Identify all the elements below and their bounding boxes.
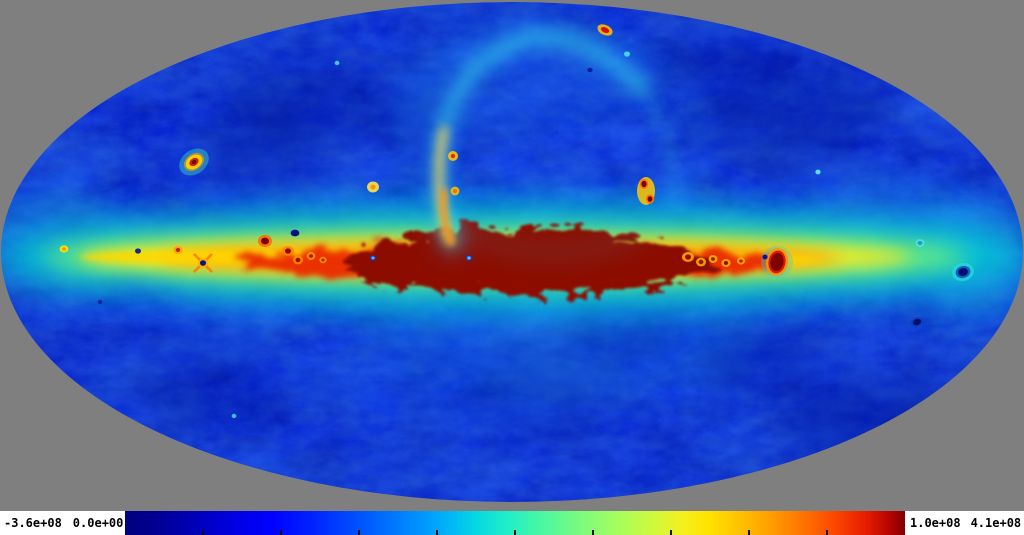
point-sources [59, 24, 974, 419]
colorbar-left-labels: -3.6e+08 0.0e+00 [0, 511, 125, 535]
faint-source [231, 413, 237, 419]
colorbar-tick [358, 530, 360, 535]
dark-source [97, 300, 103, 304]
compact-source [597, 24, 613, 36]
loop-bubble-outline [399, 26, 707, 258]
compact-source [737, 257, 745, 265]
compact-source [319, 256, 327, 264]
compact-source [696, 257, 706, 267]
colorbar-tick [202, 530, 204, 535]
compact-source [708, 255, 718, 263]
colorbar-min-label: -3.6e+08 [4, 516, 62, 530]
compact-source [682, 252, 694, 262]
compact-source [293, 255, 303, 265]
colorbar-tick [748, 530, 750, 535]
north-polar-spur-arc [399, 22, 707, 258]
compact-source [448, 151, 458, 161]
colorbar-max-label: 4.1e+08 [970, 516, 1022, 530]
compact-source [282, 246, 294, 256]
colorbar-tick [514, 530, 516, 535]
colorbar-tick [592, 530, 594, 535]
compact-source [450, 186, 460, 196]
compact-source [646, 194, 654, 204]
colorbar-tick [826, 530, 828, 535]
colorbar-gradient [125, 511, 905, 535]
sky-map-ellipse [1, 2, 1023, 502]
compact-source [639, 179, 649, 189]
ringed-dark-source [952, 262, 974, 282]
ringed-source [915, 239, 925, 247]
masked-pixel [370, 255, 376, 261]
colorbar-row: -3.6e+08 0.0e+00 1.0e+08 4.1e+08 [0, 511, 1024, 535]
compact-source [173, 246, 183, 254]
colorbar-zero-label: 0.0e+00 [72, 516, 124, 530]
dark-source [587, 67, 593, 73]
galactic-plane-saturated-core [336, 218, 708, 290]
compact-source [367, 181, 379, 193]
lmc-like-extended-source [179, 148, 209, 176]
colorbar-right-labels: 1.0e+08 4.1e+08 [905, 511, 1024, 535]
colorbar-tick [670, 530, 672, 535]
faint-source [334, 60, 340, 66]
dark-source [135, 248, 141, 254]
dark-source [911, 317, 923, 327]
colorbar-tick [436, 530, 438, 535]
compact-source [258, 235, 272, 247]
colorbar-tick [280, 530, 282, 535]
bright-extended-source [761, 246, 793, 278]
sky-map [1, 2, 1023, 502]
compact-source [306, 252, 316, 260]
dark-source [762, 254, 768, 260]
cross-artifact-source [193, 253, 213, 273]
below-plane-streaks [121, 281, 947, 429]
colorbar-mid-label: 1.0e+08 [910, 516, 961, 530]
masked-pixel [466, 255, 472, 261]
compact-source [59, 245, 69, 253]
dark-source [290, 229, 300, 237]
faint-source [624, 51, 630, 57]
compact-source [721, 259, 731, 267]
faint-source [815, 169, 821, 175]
